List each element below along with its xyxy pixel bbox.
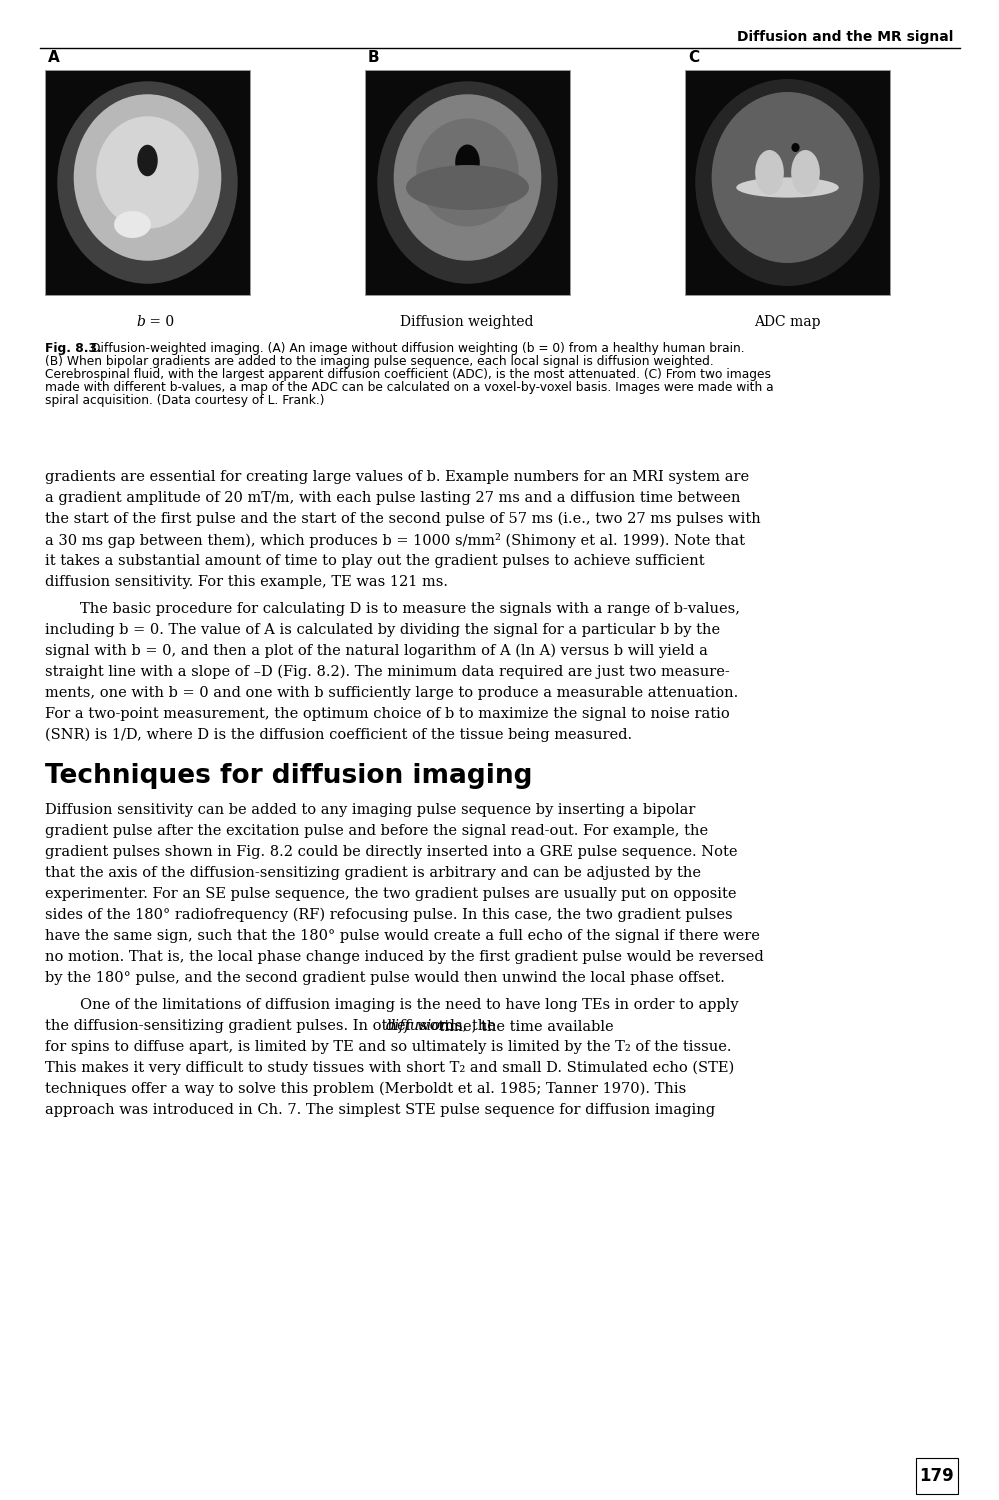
Bar [45,70,250,296]
Text: time, the time available: time, the time available [435,1019,614,1034]
Text: ADC map: ADC map [754,315,820,328]
Text: = 0: = 0 [145,315,174,328]
Text: Cerebrospinal fluid, with the largest apparent diffusion coefficient (ADC), is t: Cerebrospinal fluid, with the largest ap… [45,368,771,381]
Text: The basic procedure for calculating D is to measure the signals with a range of : The basic procedure for calculating D is… [80,602,740,616]
Text: experimenter. For an SE pulse sequence, the two gradient pulses are usually put : experimenter. For an SE pulse sequence, … [45,886,736,902]
Ellipse shape [695,80,880,286]
Text: techniques offer a way to solve this problem (Merboldt et al. 1985; Tanner 1970): techniques offer a way to solve this pro… [45,1082,686,1096]
Text: a 30 ms gap between them), which produces b = 1000 s/mm² (Shimony et al. 1999). : a 30 ms gap between them), which produce… [45,532,745,548]
Text: Diffusion sensitivity can be added to any imaging pulse sequence by inserting a : Diffusion sensitivity can be added to an… [45,802,695,818]
Text: spiral acquisition. (Data courtesy of L. Frank.): spiral acquisition. (Data courtesy of L.… [45,394,325,406]
Ellipse shape [711,92,863,262]
Ellipse shape [137,146,158,177]
Text: C: C [688,50,699,64]
Text: no motion. That is, the local phase change induced by the first gradient pulse w: no motion. That is, the local phase chan… [45,950,764,964]
Ellipse shape [456,144,480,180]
Text: ments, one with b = 0 and one with b sufficiently large to produce a measurable : ments, one with b = 0 and one with b suf… [45,686,738,700]
Text: A: A [48,50,60,64]
Text: gradients are essential for creating large values of b. Example numbers for an M: gradients are essential for creating lar… [45,470,749,484]
Text: b: b [136,315,145,328]
Ellipse shape [791,142,799,152]
Text: B: B [368,50,380,64]
Ellipse shape [394,94,541,261]
Text: it takes a substantial amount of time to play out the gradient pulses to achieve: it takes a substantial amount of time to… [45,554,704,568]
Ellipse shape [57,81,238,284]
Text: diffusion sensitivity. For this example, TE was 121 ms.: diffusion sensitivity. For this example,… [45,574,448,590]
Ellipse shape [417,118,518,226]
Ellipse shape [74,94,222,261]
Text: a gradient amplitude of 20 mT/m, with each pulse lasting 27 ms and a diffusion t: a gradient amplitude of 20 mT/m, with ea… [45,490,740,506]
Ellipse shape [755,150,784,195]
Text: (B) When bipolar gradients are added to the imaging pulse sequence, each local s: (B) When bipolar gradients are added to … [45,356,713,368]
Text: for spins to diffuse apart, is limited by TE and so ultimately is limited by the: for spins to diffuse apart, is limited b… [45,1040,731,1054]
Text: including b = 0. The value of A is calculated by dividing the signal for a parti: including b = 0. The value of A is calcu… [45,622,720,638]
Text: Diffusion-weighted imaging. (A) An image without diffusion weighting (b = 0) fro: Diffusion-weighted imaging. (A) An image… [91,342,744,355]
Text: signal with b = 0, and then a plot of the natural logarithm of A (ln A) versus b: signal with b = 0, and then a plot of th… [45,644,708,658]
Text: diffusion: diffusion [386,1019,450,1034]
Text: that the axis of the diffusion-sensitizing gradient is arbitrary and can be adju: that the axis of the diffusion-sensitizi… [45,865,701,880]
Text: gradient pulses shown in Fig. 8.2 could be directly inserted into a GRE pulse se: gradient pulses shown in Fig. 8.2 could … [45,844,737,859]
Text: Fig. 8.3.: Fig. 8.3. [45,342,102,355]
Ellipse shape [406,165,529,210]
Text: Techniques for diffusion imaging: Techniques for diffusion imaging [45,764,532,789]
Text: (SNR) is 1/D, where D is the diffusion coefficient of the tissue being measured.: (SNR) is 1/D, where D is the diffusion c… [45,728,632,742]
Ellipse shape [114,211,151,238]
Text: This makes it very difficult to study tissues with short T₂ and small D. Stimula: This makes it very difficult to study ti… [45,1060,734,1076]
Bar [365,70,570,296]
Text: straight line with a slope of –D (Fig. 8.2). The minimum data required are just : straight line with a slope of –D (Fig. 8… [45,664,729,680]
Text: the start of the first pulse and the start of the second pulse of 57 ms (i.e., t: the start of the first pulse and the sta… [45,512,761,526]
Text: have the same sign, such that the 180° pulse would create a full echo of the sig: have the same sign, such that the 180° p… [45,928,760,944]
Ellipse shape [96,117,199,230]
Text: approach was introduced in Ch. 7. The simplest STE pulse sequence for diffusion : approach was introduced in Ch. 7. The si… [45,1102,715,1118]
Text: For a two-point measurement, the optimum choice of b to maximize the signal to n: For a two-point measurement, the optimum… [45,706,729,722]
Text: made with different b-values, a map of the ADC can be calculated on a voxel-by-v: made with different b-values, a map of t… [45,381,773,394]
Text: Diffusion weighted: Diffusion weighted [401,315,533,328]
Bar [685,70,890,296]
Text: 179: 179 [920,1467,954,1485]
Text: Diffusion and the MR signal: Diffusion and the MR signal [736,30,953,44]
Ellipse shape [378,81,557,284]
Ellipse shape [736,177,839,198]
Text: gradient pulse after the excitation pulse and before the signal read-out. For ex: gradient pulse after the excitation puls… [45,824,708,839]
Text: sides of the 180° radiofrequency (RF) refocusing pulse. In this case, the two gr: sides of the 180° radiofrequency (RF) re… [45,908,732,922]
Text: One of the limitations of diffusion imaging is the need to have long TEs in orde: One of the limitations of diffusion imag… [80,998,738,1012]
Bar [916,1458,958,1494]
Text: by the 180° pulse, and the second gradient pulse would then unwind the local pha: by the 180° pulse, and the second gradie… [45,970,725,986]
Ellipse shape [791,150,820,195]
Text: the diffusion-sensitizing gradient pulses. In other words, the: the diffusion-sensitizing gradient pulse… [45,1019,500,1034]
